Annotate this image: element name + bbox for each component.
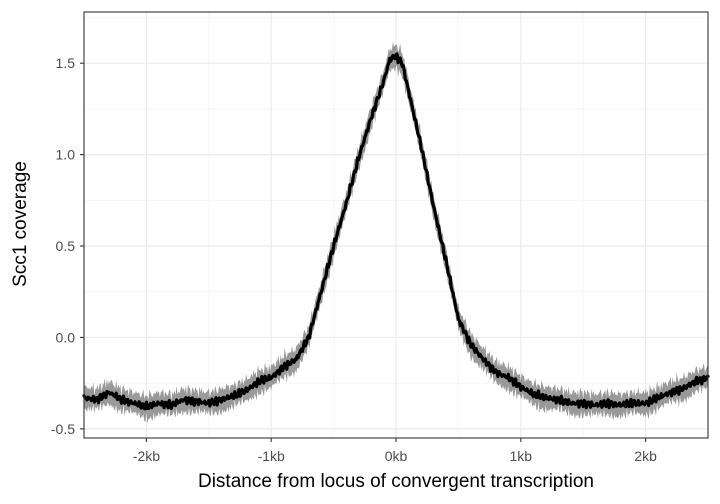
y-tick-label: -0.5 (51, 421, 75, 437)
x-tick-label: 1kb (510, 448, 533, 464)
y-tick-label: 0.5 (56, 238, 76, 254)
x-axis-ticks: -2kb -1kb 0kb 1kb 2kb (133, 438, 657, 464)
x-axis-title: Distance from locus of convergent transc… (198, 471, 594, 492)
coverage-line (82, 52, 710, 411)
y-axis-ticks: -0.5 0.0 0.5 1.0 1.5 (51, 55, 84, 437)
x-tick-label: 0kb (385, 448, 408, 464)
x-tick-label: -1kb (258, 448, 285, 464)
y-tick-label: 1.5 (56, 55, 76, 71)
x-tick-label: -2kb (133, 448, 160, 464)
y-tick-label: 1.0 (56, 147, 76, 163)
x-tick-label: 2kb (634, 448, 657, 464)
y-axis-title: Scc1 coverage (10, 161, 31, 287)
y-tick-label: 0.0 (56, 329, 76, 345)
